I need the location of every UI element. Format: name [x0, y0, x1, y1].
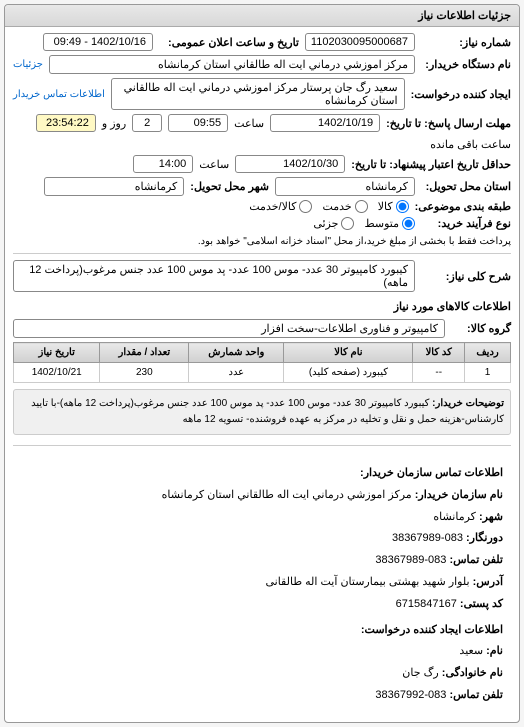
row-desc-title: شرح کلی نیاز: کیبورد کامپیوتر 30 عدد- مو… [13, 260, 511, 292]
details-link[interactable]: جزئیات [13, 59, 43, 70]
proc-radio-1-input[interactable] [402, 217, 415, 230]
addr-label: آدرس: [473, 576, 503, 588]
proc-label: نوع فرآیند خرید: [421, 217, 511, 230]
contact-section: اطلاعات تماس سازمان خریدار: نام سازمان خ… [13, 456, 511, 716]
buyer-field: مرکز اموزشي درماني ایت اله طالقاني استان… [49, 55, 415, 74]
deliver-city-label: شهر محل تحویل: [190, 180, 269, 193]
proc-radio-2[interactable]: جزئی [313, 217, 354, 230]
creator-label: ایجاد کننده درخواست: [411, 88, 511, 101]
row-proc: نوع فرآیند خرید: متوسط جزئی پرداخت فقط ب… [13, 217, 511, 247]
td-3: عدد [189, 363, 284, 383]
class-radio-3-input[interactable] [299, 200, 312, 213]
creator-section-title: اطلاعات ایجاد کننده درخواست: [361, 624, 503, 636]
buyer-desc-label: توضیحات خریدار: [432, 398, 504, 409]
class-label: طبقه بندی موضوعی: [415, 200, 511, 213]
creator-field: سعید رگ جان پرستار مرکز اموزشي درماني ای… [111, 78, 405, 110]
family-label: نام خانوادگی: [442, 667, 503, 679]
validity-date-field: 1402/10/30 [235, 155, 345, 173]
remain-label: ساعت باقی مانده [430, 138, 511, 151]
goods-section-title: اطلاعات کالاهای مورد نیاز [13, 300, 511, 315]
org-label: نام سازمان خریدار: [415, 489, 503, 501]
deliver-province-field: کرمانشاه [275, 177, 415, 196]
class-radio-3[interactable]: کالا/خدمت [249, 200, 312, 213]
fax-label: تلفن تماس: [449, 554, 503, 566]
req-no-field: 1102030095000687 [305, 33, 415, 51]
proc-note: پرداخت فقط با بخشی از مبلغ خرید،از محل "… [198, 236, 511, 247]
deliver-province-label: استان محل تحویل: [421, 180, 511, 193]
class-radio-1[interactable]: کالا [378, 200, 409, 213]
class-radio-group: کالا خدمت کالا/خدمت [249, 200, 408, 213]
post-value: 6715847167 [396, 598, 457, 610]
row-class: طبقه بندی موضوعی: کالا خدمت کالا/خدمت [13, 200, 511, 213]
day-label: روز و [102, 117, 126, 130]
details-panel: جزئیات اطلاعات نیاز شماره نیاز: 11020300… [4, 4, 520, 723]
tel-value: 083-38367989 [392, 532, 463, 544]
addr-value: بلوار شهید بهشتی بیمارستان آیت اله طالقا… [265, 576, 469, 588]
fax-value: 083-38367989 [375, 554, 446, 566]
buyer-desc-box: توضیحات خریدار: کیبورد کامپیوتر 30 عدد- … [13, 389, 511, 435]
class-radio-1-input[interactable] [396, 200, 409, 213]
desc-title-field: کیبورد کامپیوتر 30 عدد- موس 100 عدد- پد … [13, 260, 415, 292]
td-5: 1402/10/21 [14, 363, 100, 383]
deadline-time-field: 09:55 [168, 114, 228, 132]
group-label: گروه کالا: [451, 322, 511, 335]
phone-value: 083-38367992 [375, 689, 446, 701]
row-deadline: مهلت ارسال پاسخ: تا تاریخ: 1402/10/19 سا… [13, 114, 511, 151]
remain-time-field: 23:54:22 [36, 114, 96, 132]
family-value: رگ جان [402, 667, 438, 679]
ann-field: 1402/10/16 - 09:49 [43, 33, 153, 51]
org-value: مرکز اموزشي درماني ایت اله طالقاني استان… [162, 489, 412, 501]
post-label: کد پستی: [460, 598, 503, 610]
day-count-field: 2 [132, 114, 162, 132]
city-value: کرمانشاه [433, 511, 476, 523]
th-3: واحد شمارش [189, 343, 284, 363]
class-radio-2-input[interactable] [355, 200, 368, 213]
row-deliver: استان محل تحویل: کرمانشاه شهر محل تحویل:… [13, 177, 511, 196]
panel-title: جزئیات اطلاعات نیاز [5, 5, 519, 27]
proc-radio-group: متوسط جزئی [313, 217, 415, 230]
td-4: 230 [100, 363, 189, 383]
deliver-city-field: کرمانشاه [44, 177, 184, 196]
name-label: نام: [486, 645, 503, 657]
row-req-no: شماره نیاز: 1102030095000687 تاریخ و ساع… [13, 33, 511, 51]
proc-radio-2-input[interactable] [341, 217, 354, 230]
validity-label: حداقل تاریخ اعتبار پیشنهاد: تا تاریخ: [351, 158, 511, 171]
desc-title-label: شرح کلی نیاز: [421, 270, 511, 283]
class-radio-2[interactable]: خدمت [322, 200, 367, 213]
th-5: تاریخ نیاز [14, 343, 100, 363]
phone-label: تلفن تماس: [449, 689, 503, 701]
time-label-2: ساعت [199, 158, 229, 171]
row-validity: حداقل تاریخ اعتبار پیشنهاد: تا تاریخ: 14… [13, 155, 511, 173]
th-1: کد کالا [413, 343, 465, 363]
city-label: شهر: [479, 511, 503, 523]
contact-link[interactable]: اطلاعات تماس خریدار [13, 89, 105, 100]
ann-label: تاریخ و ساعت اعلان عمومی: [159, 36, 299, 49]
name-value: سعید [459, 645, 483, 657]
td-0: 1 [465, 363, 511, 383]
th-4: تعداد / مقدار [100, 343, 189, 363]
td-2: کیبورد (صفحه کلید) [284, 363, 413, 383]
deadline-date-field: 1402/10/19 [270, 114, 380, 132]
row-buyer: نام دستگاه خریدار: مرکز اموزشي درماني ای… [13, 55, 511, 74]
proc-radio-1[interactable]: متوسط [364, 217, 415, 230]
time-label-1: ساعت [234, 117, 264, 130]
tel-label: دورنگار: [466, 532, 503, 544]
th-0: ردیف [465, 343, 511, 363]
panel-body: شماره نیاز: 1102030095000687 تاریخ و ساع… [5, 27, 519, 722]
deadline-label: مهلت ارسال پاسخ: تا تاریخ: [386, 117, 511, 130]
items-table: ردیف کد کالا نام کالا واحد شمارش تعداد /… [13, 342, 511, 383]
validity-time-field: 14:00 [133, 155, 193, 173]
req-no-label: شماره نیاز: [421, 36, 511, 49]
th-2: نام کالا [284, 343, 413, 363]
buyer-label: نام دستگاه خریدار: [421, 58, 511, 71]
table-row[interactable]: 1 -- کیبورد (صفحه کلید) عدد 230 1402/10/… [14, 363, 511, 383]
contact-section-title: اطلاعات تماس سازمان خریدار: [360, 467, 503, 479]
table-header-row: ردیف کد کالا نام کالا واحد شمارش تعداد /… [14, 343, 511, 363]
td-1: -- [413, 363, 465, 383]
group-field: کامپیوتر و فناوری اطلاعات-سخت افزار [13, 319, 445, 338]
row-group: گروه کالا: کامپیوتر و فناوری اطلاعات-سخت… [13, 319, 511, 338]
row-creator: ایجاد کننده درخواست: سعید رگ جان پرستار … [13, 78, 511, 110]
